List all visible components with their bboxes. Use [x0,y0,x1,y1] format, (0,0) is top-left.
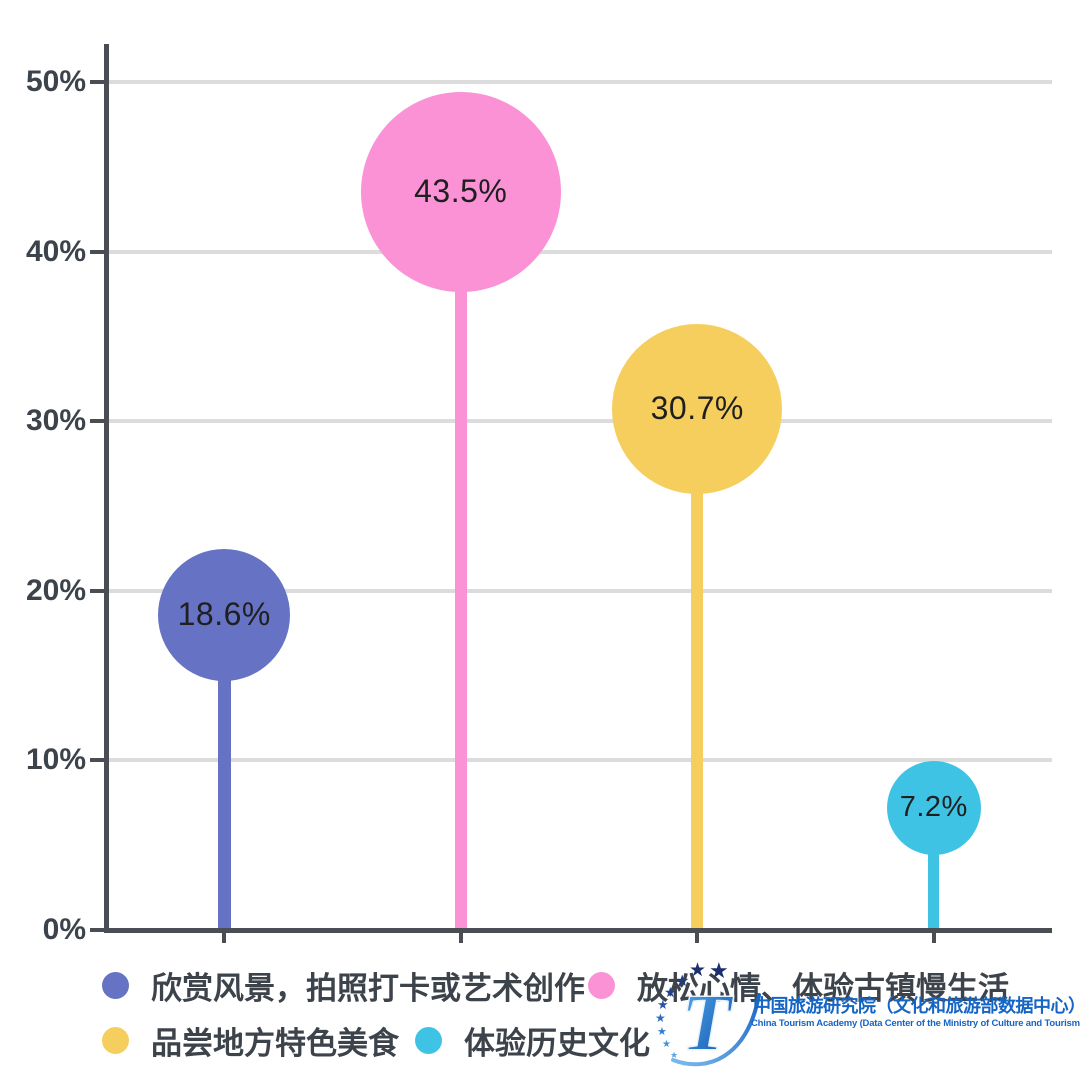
svg-text:★: ★ [662,1039,671,1050]
y-axis-line [104,44,109,933]
legend-label-history: 体验历史文化 [464,1025,650,1061]
y-tick-label-10: 10% [25,743,86,777]
y-tick-mark-10 [90,758,106,763]
x-axis-line [104,928,1052,933]
y-tick-mark-40 [90,249,106,254]
gridline-20 [106,588,1052,593]
gridline-50 [106,80,1052,84]
x-tick-mark-1 [222,930,227,943]
y-tick-mark-0 [90,928,106,932]
legend-label-scenery: 欣赏风景，拍照打卡或艺术创作 [151,970,585,1006]
bubble-value-label-4: 7.2% [899,790,968,823]
y-tick-mark-50 [90,80,106,84]
china-tourism-academy-logo: ★ ★ ★ ★ ★ ★ ★ ★ ★ ★ T [655,960,761,1069]
legend-label-food: 品尝地方特色美食 [151,1025,399,1061]
svg-text:★: ★ [657,998,669,1013]
legend-item-history: 体验历史文化 [415,1020,650,1061]
star-arc-icon: ★ ★ ★ ★ ★ ★ ★ ★ ★ ★ [655,960,729,1068]
y-tick-mark-20 [90,588,106,593]
y-tick-label-0: 0% [42,913,86,946]
legend-item-scenery: 欣赏风景，拍照打卡或艺术创作 [102,965,585,1006]
lollipop-bubble-2 [360,92,561,293]
svg-text:★: ★ [675,971,689,990]
lollipop-bubble-4 [886,760,981,855]
lollipop-stick-4 [928,807,940,930]
lollipop-bubble-3 [612,324,783,495]
svg-text:★: ★ [670,1051,678,1061]
bubble-value-label-3: 30.7% [650,390,744,427]
legend-item-food: 品尝地方特色美食 [102,1020,399,1061]
gridline-30 [106,419,1052,424]
watermark-org-name-cn: 中国旅游研究院（文化和旅游部数据中心） [753,996,1080,1016]
lollipop-stick-3 [691,409,704,930]
y-tick-label-40: 40% [25,234,86,268]
watermark: ★ ★ ★ ★ ★ ★ ★ ★ ★ ★ T 中国旅游研究院（文化和旅游部数据中心… [645,960,1080,1075]
svg-text:★: ★ [664,985,677,1001]
svg-text:★: ★ [655,1011,666,1025]
legend-dot-history [415,1026,442,1054]
legend-dot-scenery [102,971,129,999]
svg-text:★: ★ [681,1059,688,1068]
legend-dot-relax [588,971,615,999]
lollipop-stick-2 [454,192,467,930]
legend-dot-food [102,1026,129,1054]
legend-item-relax: 放松心情、体验古镇慢生活 [588,965,1009,1006]
gridline-10 [106,758,1052,763]
svg-text:★: ★ [689,960,706,981]
lollipop-stick-1 [217,614,231,930]
svg-text:★: ★ [709,960,729,984]
watermark-org-name-en: China Tourism Academy (Data Center of th… [751,1018,1080,1029]
bubble-value-label-1: 18.6% [177,595,271,632]
y-tick-mark-30 [90,419,106,424]
legend-label-relax: 放松心情、体验古镇慢生活 [637,970,1009,1006]
y-tick-label-30: 30% [25,404,86,438]
x-tick-mark-2 [458,930,463,943]
x-tick-mark-3 [695,930,700,943]
y-tick-label-20: 20% [25,573,86,607]
t-logo-glyph: T [681,977,734,1068]
lollipop-bubble-1 [158,548,291,681]
x-tick-mark-4 [931,930,936,943]
bubble-value-label-2: 43.5% [414,173,508,210]
svg-text:★: ★ [657,1025,667,1038]
orbit-swoosh [671,993,761,1067]
y-tick-label-50: 50% [25,65,86,98]
gridline-40 [106,249,1052,254]
